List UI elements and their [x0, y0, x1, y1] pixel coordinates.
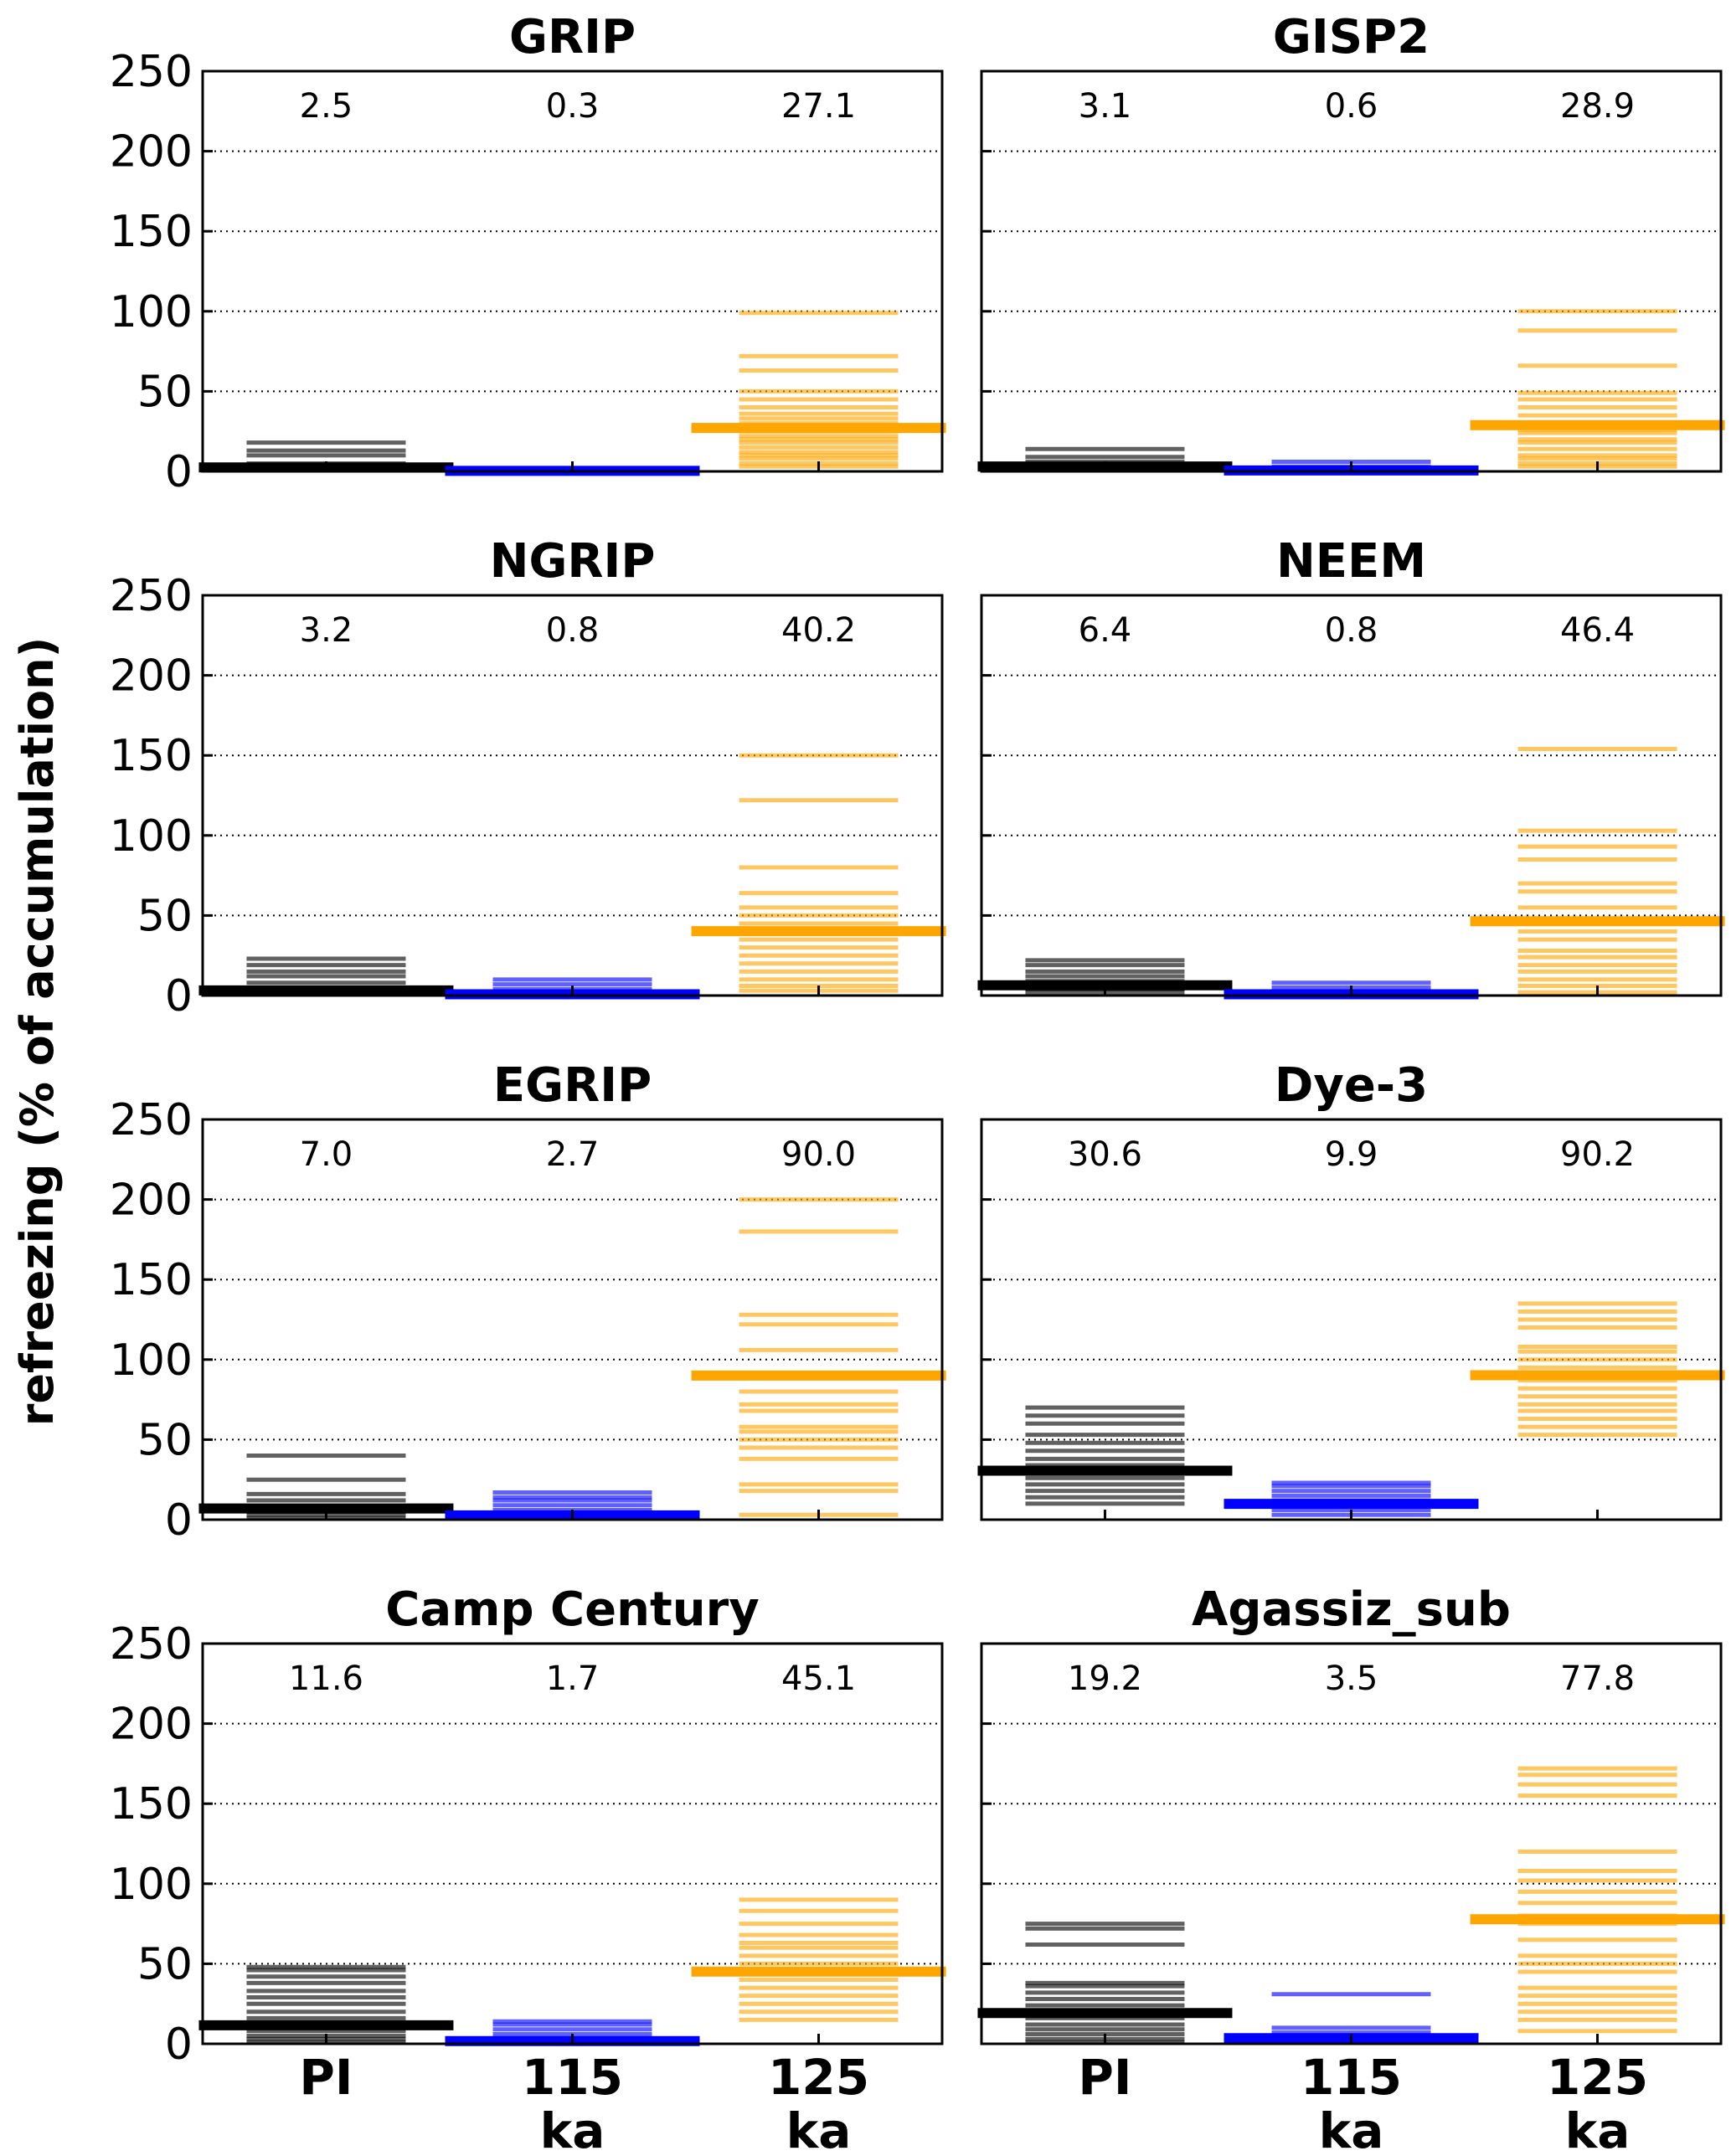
mean-value-label: 27.1 [781, 87, 856, 126]
mean-value-label: 19.2 [1068, 1659, 1142, 1698]
mean-value-label: 90.0 [781, 1135, 856, 1174]
x-category-label: PI [299, 2049, 353, 2106]
mean-value-label: 28.9 [1560, 87, 1635, 126]
mean-value-label: 45.1 [781, 1659, 856, 1698]
axes-frame [980, 594, 1723, 997]
y-tick-label: 200 [110, 127, 193, 178]
panel-grip: GRIP 2.5 0.3 27.1 0 50 100 150 200 250 [110, 10, 946, 497]
y-tick-label: 0 [165, 1495, 193, 1546]
mean-value-label: 90.2 [1560, 1135, 1635, 1174]
mean-value-label: 1.7 [546, 1659, 600, 1698]
y-tick-label: 0 [165, 447, 193, 497]
mean-value-label: 77.8 [1560, 1659, 1635, 1698]
mean-value-label: 3.2 [300, 611, 353, 650]
y-tick-label: 250 [110, 1095, 193, 1145]
panel-title: Camp Century [385, 1582, 760, 1637]
y-tick-label: 200 [110, 651, 193, 702]
y-tick-label: 0 [165, 971, 193, 1021]
mean-value-label: 30.6 [1068, 1135, 1142, 1174]
y-tick-label: 150 [110, 731, 193, 781]
y-tick-label: 0 [165, 2020, 193, 2070]
panel-dye-3: Dye-3 30.6 9.9 90.2 [977, 1058, 1725, 1521]
panel-neem: NEEM 6.4 0.8 46.4 [977, 534, 1725, 1000]
panel-title: EGRIP [493, 1058, 652, 1113]
x-category-label: 115 [522, 2049, 623, 2106]
series-pi [977, 1922, 1233, 2045]
panel-title: Dye-3 [1275, 1058, 1428, 1113]
y-tick-label: 100 [110, 1335, 193, 1386]
series-125-ka [691, 1897, 946, 2022]
panel-egrip: EGRIP 7.0 2.7 90.0 0 50 100 150 200 250 [110, 1058, 946, 1546]
series-pi [198, 1964, 454, 2045]
axes-frame [201, 594, 944, 997]
series-pi [977, 1405, 1233, 1506]
panel-gisp2: GISP2 3.1 0.6 28.9 [977, 10, 1725, 476]
y-tick-label: 250 [110, 571, 193, 621]
panel-title: Agassiz_sub [1192, 1582, 1511, 1637]
y-tick-label: 150 [110, 207, 193, 257]
y-tick-label: 50 [137, 891, 193, 941]
axes-frame [980, 69, 1723, 473]
mean-value-label: 6.4 [1079, 611, 1132, 650]
x-category-label: ka [786, 2102, 852, 2156]
y-tick-label: 100 [110, 1860, 193, 1910]
series-115-ka [1224, 1480, 1479, 1517]
axes-frame [201, 1642, 944, 2045]
mean-value-label: 2.7 [546, 1135, 600, 1174]
mean-value-label: 0.8 [546, 611, 600, 650]
series-125-ka [1470, 1301, 1725, 1438]
panel-title: GISP2 [1273, 10, 1430, 64]
series-125-ka [691, 753, 946, 993]
series-125-ka [1470, 747, 1725, 995]
y-axis-label: refreezing (% of accumulation) [11, 637, 64, 1427]
x-category-label: 115 [1301, 2049, 1402, 2106]
mean-value-label: 9.9 [1325, 1135, 1378, 1174]
mean-value-label: 0.6 [1325, 87, 1378, 126]
y-tick-label: 200 [110, 1700, 193, 1750]
x-category-label: ka [1319, 2102, 1384, 2156]
panel-title: GRIP [509, 10, 636, 64]
mean-value-label: 3.1 [1079, 87, 1132, 126]
mean-value-label: 3.5 [1325, 1659, 1378, 1698]
x-category-label: ka [540, 2102, 605, 2156]
panels: GRIP 2.5 0.3 27.1 0 50 100 150 200 250 GISP2 3.1 0.6… [110, 10, 1725, 2156]
x-category-label: 125 [768, 2049, 869, 2106]
y-tick-label: 150 [110, 1779, 193, 1829]
y-tick-label: 50 [137, 1415, 193, 1465]
mean-value-label: 2.5 [300, 87, 353, 126]
mean-value-label: 0.8 [1325, 611, 1378, 650]
mean-value-label: 46.4 [1560, 611, 1635, 650]
mean-value-label: 0.3 [546, 87, 600, 126]
axes-frame [201, 69, 944, 473]
y-tick-label: 50 [137, 367, 193, 417]
panel-camp-century: Camp Century 11.6 1.7 45.1 0 50 100 150 200 250 PI… [110, 1582, 946, 2156]
y-tick-label: 250 [110, 1619, 193, 1670]
axes-frame [980, 1642, 1723, 2045]
y-tick-label: 100 [110, 811, 193, 862]
y-tick-label: 100 [110, 287, 193, 337]
y-tick-label: 50 [137, 1939, 193, 1989]
series-125-ka [1470, 309, 1725, 469]
y-tick-label: 150 [110, 1255, 193, 1305]
x-category-label: ka [1565, 2102, 1631, 2156]
mean-value-label: 11.6 [289, 1659, 363, 1698]
x-category-label: 125 [1547, 2049, 1648, 2106]
panel-ngrip: NGRIP 3.2 0.8 40.2 0 50 100 150 200 250 [110, 534, 946, 1021]
panel-title: NGRIP [490, 534, 656, 589]
mean-value-label: 40.2 [781, 611, 856, 650]
series-125-ka [1470, 1766, 1725, 2034]
axes-frame [201, 1118, 944, 1521]
mean-value-label: 7.0 [300, 1135, 353, 1174]
series-pi [198, 1454, 454, 1521]
y-tick-label: 200 [110, 1176, 193, 1226]
series-125-ka [691, 311, 946, 469]
series-125-ka [691, 1197, 946, 1517]
panel-title: NEEM [1276, 534, 1426, 589]
x-category-label: PI [1078, 2049, 1131, 2106]
axes-frame [980, 1118, 1723, 1521]
y-tick-label: 250 [110, 47, 193, 97]
